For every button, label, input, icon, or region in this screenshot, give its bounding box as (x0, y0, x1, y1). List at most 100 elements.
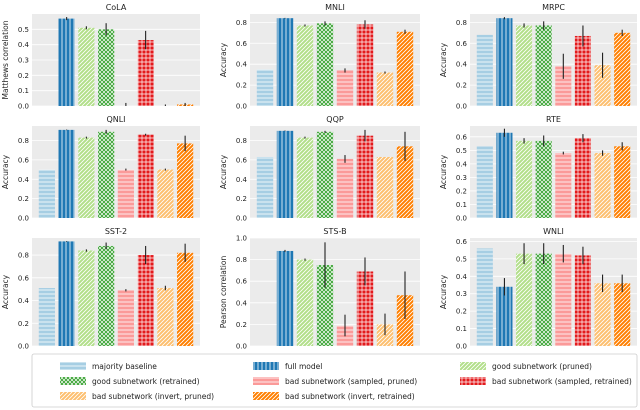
legend-label: bad subnetwork (sampled, retrained) (492, 377, 632, 386)
panel-title: WNLI (543, 227, 564, 236)
legend-swatch (253, 392, 279, 400)
legend-label: bad subnetwork (invert, pruned) (92, 392, 214, 401)
y-tick-label: 0.2 (236, 195, 247, 203)
bar-good_p (516, 25, 533, 106)
bar-full (58, 18, 75, 107)
y-tick-label: 0.6 (18, 156, 30, 164)
y-tick-label: 0.4 (456, 273, 468, 281)
bar-inv_r (177, 252, 194, 346)
plot-area (470, 14, 637, 106)
panel-rte: 0.0 0.1 0.2 0.3 0.4 0.5 0.6 RTE Accuracy (439, 115, 637, 223)
bar-good_r (316, 131, 334, 218)
bar-inv_r (177, 143, 194, 218)
y-tick-label: 0.1 (18, 87, 29, 95)
y-tick-label: 0.4 (236, 299, 248, 307)
bar-bad_r (574, 255, 591, 346)
legend-swatch (460, 362, 486, 370)
bar-good_r (316, 23, 334, 107)
bar-bad_p (555, 153, 572, 218)
legend-item-bad_p: bad subnetwork (sampled, pruned) (253, 377, 417, 386)
bar-bad_r (574, 35, 591, 106)
y-tick-label: 0.2 (18, 320, 29, 328)
y-tick-label: 0.3 (456, 174, 467, 182)
y-axis-label: Accuracy (439, 274, 448, 309)
bar-inv_p (594, 283, 611, 346)
bar-inv_r (614, 283, 631, 346)
panel-title: RTE (546, 115, 561, 124)
legend-item-inv_r: bad subnetwork (invert, retrained) (253, 392, 415, 401)
legend-swatch (253, 377, 279, 385)
bar-good_p (296, 25, 314, 106)
bar-inv_r (396, 146, 414, 218)
y-tick-label: 0.0 (236, 215, 247, 223)
panel-title: QQP (326, 115, 344, 124)
y-tick-label: 0.6 (456, 238, 468, 246)
bar-full (276, 250, 294, 346)
panel-sts-b: 0.0 0.2 0.4 0.6 0.8 1.0 STS-B Pearson correlati… (219, 227, 420, 351)
y-tick-label: 0.8 (236, 256, 247, 264)
legend-swatch (460, 377, 486, 385)
plot-area (250, 126, 420, 218)
y-tick-label: 0.3 (456, 290, 467, 298)
y-tick-label: 0.2 (236, 321, 247, 329)
bar-good_p (78, 250, 95, 346)
y-tick-label: 0.2 (456, 308, 467, 316)
panel-wnli: 0.0 0.1 0.2 0.3 0.4 0.5 0.6 WNLI Accuracy (439, 227, 637, 351)
bar-bad_r (356, 135, 374, 218)
bar-bad_r (356, 24, 374, 107)
legend-label: full model (285, 362, 322, 371)
bar-full (496, 132, 513, 218)
bar-maj (476, 146, 493, 218)
y-tick-label: 0.2 (456, 187, 467, 195)
y-tick-label: 0.8 (236, 137, 247, 145)
y-axis-label: Accuracy (439, 154, 448, 189)
bar-inv_p (157, 169, 174, 218)
y-tick-label: 0.5 (18, 26, 29, 34)
y-tick-label: 0.1 (456, 201, 467, 209)
bar-bad_r (574, 138, 591, 218)
bar-good_p (78, 27, 95, 106)
y-tick-label: 0.2 (18, 195, 29, 203)
y-tick-label: 0.6 (456, 40, 468, 48)
legend-label: majority baseline (92, 362, 157, 371)
bar-good_r (98, 29, 115, 106)
y-tick-label: 0.0 (456, 103, 467, 111)
y-tick-label: 0.4 (456, 160, 468, 168)
legend-item-maj: majority baseline (60, 362, 157, 371)
plot-area (32, 238, 200, 346)
y-axis-label: Matthews correlation (1, 20, 10, 99)
bar-good_p (296, 137, 314, 218)
bar-maj (38, 169, 55, 218)
bar-inv_r (396, 31, 414, 106)
legend-label: good subnetwork (retrained) (92, 377, 200, 386)
y-tick-label: 0.6 (456, 133, 468, 141)
bar-inv_r (614, 146, 631, 218)
y-tick-label: 0.0 (236, 103, 247, 111)
y-tick-label: 0.0 (456, 343, 467, 351)
y-tick-label: 0.6 (236, 278, 248, 286)
bar-inv_p (594, 153, 611, 218)
bar-bad_r (137, 134, 154, 218)
y-tick-label: 0.4 (18, 297, 30, 305)
y-tick-label: 0.3 (18, 57, 29, 65)
y-tick-label: 0.0 (236, 343, 247, 351)
bar-good_p (78, 137, 95, 218)
bar-good_r (535, 25, 552, 106)
y-tick-label: 0.4 (18, 176, 30, 184)
y-tick-label: 0.4 (236, 61, 248, 69)
y-tick-label: 0.0 (18, 103, 29, 111)
y-tick-label: 0.4 (18, 41, 30, 49)
bar-maj (476, 34, 493, 107)
panel-title: MRPC (542, 3, 565, 12)
bar-full (276, 18, 294, 107)
bar-bad_p (336, 70, 354, 106)
bar-inv_p (594, 65, 611, 106)
bar-bad_r (137, 255, 154, 346)
bar-full (276, 130, 294, 218)
legend-swatch (253, 362, 279, 370)
plot-area (250, 238, 420, 346)
bar-maj (256, 69, 274, 106)
bar-inv_r (614, 32, 631, 107)
panel-title: STS-B (323, 227, 346, 236)
